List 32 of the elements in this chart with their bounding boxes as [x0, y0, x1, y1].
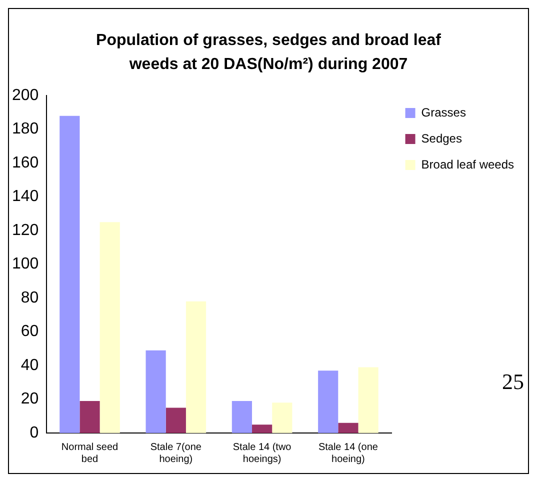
- y-tick-label: 140: [12, 188, 39, 206]
- bar: [252, 424, 272, 433]
- bar: [146, 350, 166, 433]
- y-tick-label: 40: [20, 356, 39, 374]
- legend-label: Sedges: [421, 131, 462, 146]
- y-tick-label: 100: [12, 256, 39, 273]
- chart-title: Population of grasses, sedges and broad leaf weeds at 20 DAS(No/m²) during 2007: [95, 31, 442, 75]
- y-tick-label: 120: [12, 222, 39, 239]
- bar: [338, 422, 358, 433]
- bar: [358, 367, 378, 433]
- x-tick-label: Stale 7(one hoeing): [150, 442, 202, 465]
- y-tick-label: 20: [20, 390, 39, 408]
- x-tick-label: Stale 14 (one hoeing): [318, 442, 378, 465]
- bar: [232, 400, 252, 433]
- y-tick-label: 200: [12, 87, 39, 104]
- y-tick-label: 80: [20, 289, 39, 306]
- bar: [60, 116, 80, 433]
- bar: [318, 370, 338, 433]
- text: 25: [502, 369, 524, 395]
- bar: [80, 400, 100, 433]
- y-tick-label: 160: [12, 154, 39, 172]
- bar: [100, 222, 120, 433]
- legend-label: Grasses: [421, 105, 466, 120]
- y-tick-label: 60: [20, 323, 39, 340]
- bar: [186, 301, 206, 433]
- bar: [272, 402, 292, 433]
- legend-label: Broad leaf weeds: [421, 157, 514, 172]
- y-tick-label: 180: [12, 120, 39, 138]
- bar: [166, 408, 186, 433]
- x-tick-label: Stale 14 (two hoeings): [232, 442, 292, 465]
- y-tick-label: 0: [30, 424, 39, 442]
- x-tick-label: Normal seed bed: [61, 442, 118, 465]
